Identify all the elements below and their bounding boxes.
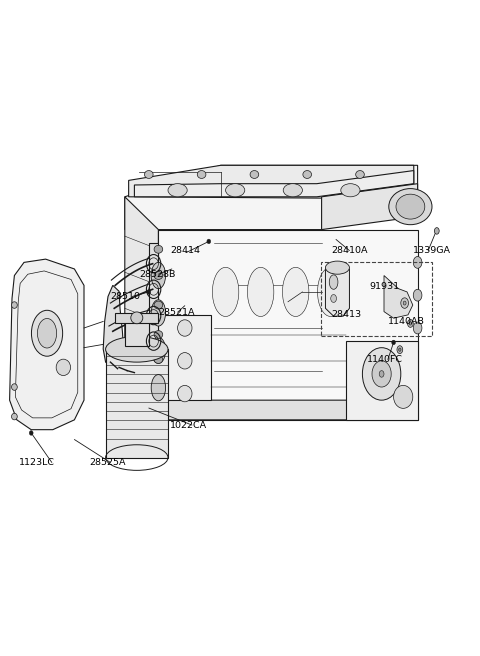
Ellipse shape	[144, 171, 153, 178]
Ellipse shape	[207, 239, 211, 243]
Ellipse shape	[151, 375, 166, 401]
Ellipse shape	[356, 171, 364, 178]
Ellipse shape	[12, 413, 17, 420]
Ellipse shape	[197, 171, 206, 178]
Ellipse shape	[154, 331, 163, 338]
Ellipse shape	[413, 322, 422, 334]
Ellipse shape	[178, 320, 192, 337]
Text: 91931: 91931	[370, 282, 400, 291]
Ellipse shape	[341, 184, 360, 197]
Ellipse shape	[394, 385, 413, 408]
Text: 28510: 28510	[110, 292, 140, 301]
Ellipse shape	[12, 384, 17, 390]
Ellipse shape	[409, 322, 411, 325]
Polygon shape	[158, 230, 418, 420]
Polygon shape	[322, 184, 418, 230]
Text: 1140FC: 1140FC	[367, 355, 403, 364]
Ellipse shape	[434, 228, 439, 234]
Polygon shape	[325, 269, 349, 316]
Ellipse shape	[178, 385, 192, 401]
Ellipse shape	[401, 298, 408, 308]
Text: 28525A: 28525A	[89, 458, 125, 467]
Ellipse shape	[226, 184, 245, 197]
Ellipse shape	[435, 228, 439, 233]
Ellipse shape	[248, 267, 274, 316]
Ellipse shape	[408, 319, 413, 327]
Ellipse shape	[154, 272, 163, 279]
Ellipse shape	[325, 261, 349, 274]
Ellipse shape	[362, 348, 401, 400]
Ellipse shape	[56, 359, 71, 375]
Polygon shape	[149, 243, 158, 351]
Polygon shape	[125, 197, 158, 420]
Polygon shape	[103, 285, 124, 367]
Polygon shape	[129, 165, 414, 198]
Text: 28410A: 28410A	[331, 246, 368, 255]
Ellipse shape	[282, 267, 309, 316]
Ellipse shape	[154, 356, 163, 363]
Ellipse shape	[151, 300, 166, 326]
Text: 1022CA: 1022CA	[170, 420, 207, 430]
Polygon shape	[125, 165, 418, 230]
Ellipse shape	[303, 171, 312, 178]
Ellipse shape	[389, 189, 432, 224]
Ellipse shape	[29, 430, 33, 436]
Text: 28521A: 28521A	[158, 308, 195, 317]
Text: 28413: 28413	[331, 310, 361, 319]
Ellipse shape	[178, 353, 192, 369]
Ellipse shape	[372, 361, 391, 387]
Ellipse shape	[413, 289, 422, 301]
Ellipse shape	[397, 346, 403, 354]
Ellipse shape	[12, 302, 17, 308]
Ellipse shape	[106, 337, 168, 362]
Ellipse shape	[154, 301, 163, 309]
Ellipse shape	[250, 171, 259, 178]
Ellipse shape	[147, 289, 151, 294]
Polygon shape	[115, 313, 158, 323]
Polygon shape	[10, 259, 84, 430]
Ellipse shape	[331, 295, 336, 302]
Text: 1339GA: 1339GA	[413, 246, 451, 255]
Ellipse shape	[403, 301, 406, 305]
Ellipse shape	[283, 184, 302, 197]
Ellipse shape	[379, 371, 384, 377]
Ellipse shape	[318, 267, 344, 316]
Ellipse shape	[131, 312, 143, 323]
Text: 1123LC: 1123LC	[19, 458, 55, 467]
Ellipse shape	[396, 194, 425, 219]
Polygon shape	[158, 315, 211, 400]
Ellipse shape	[329, 275, 338, 289]
Ellipse shape	[151, 262, 166, 289]
Text: 28528B: 28528B	[139, 270, 176, 279]
Ellipse shape	[168, 184, 187, 197]
Ellipse shape	[154, 245, 163, 253]
Ellipse shape	[392, 340, 396, 345]
Text: 28414: 28414	[170, 246, 200, 255]
Ellipse shape	[212, 267, 239, 316]
Polygon shape	[106, 349, 168, 458]
Polygon shape	[346, 341, 418, 420]
Ellipse shape	[31, 310, 62, 356]
Polygon shape	[125, 400, 418, 420]
Ellipse shape	[398, 348, 401, 351]
Ellipse shape	[37, 318, 57, 348]
Ellipse shape	[413, 256, 422, 268]
Polygon shape	[384, 276, 413, 318]
Polygon shape	[134, 171, 414, 197]
Ellipse shape	[151, 337, 166, 363]
Text: 1140AB: 1140AB	[388, 317, 425, 326]
Polygon shape	[125, 319, 149, 346]
